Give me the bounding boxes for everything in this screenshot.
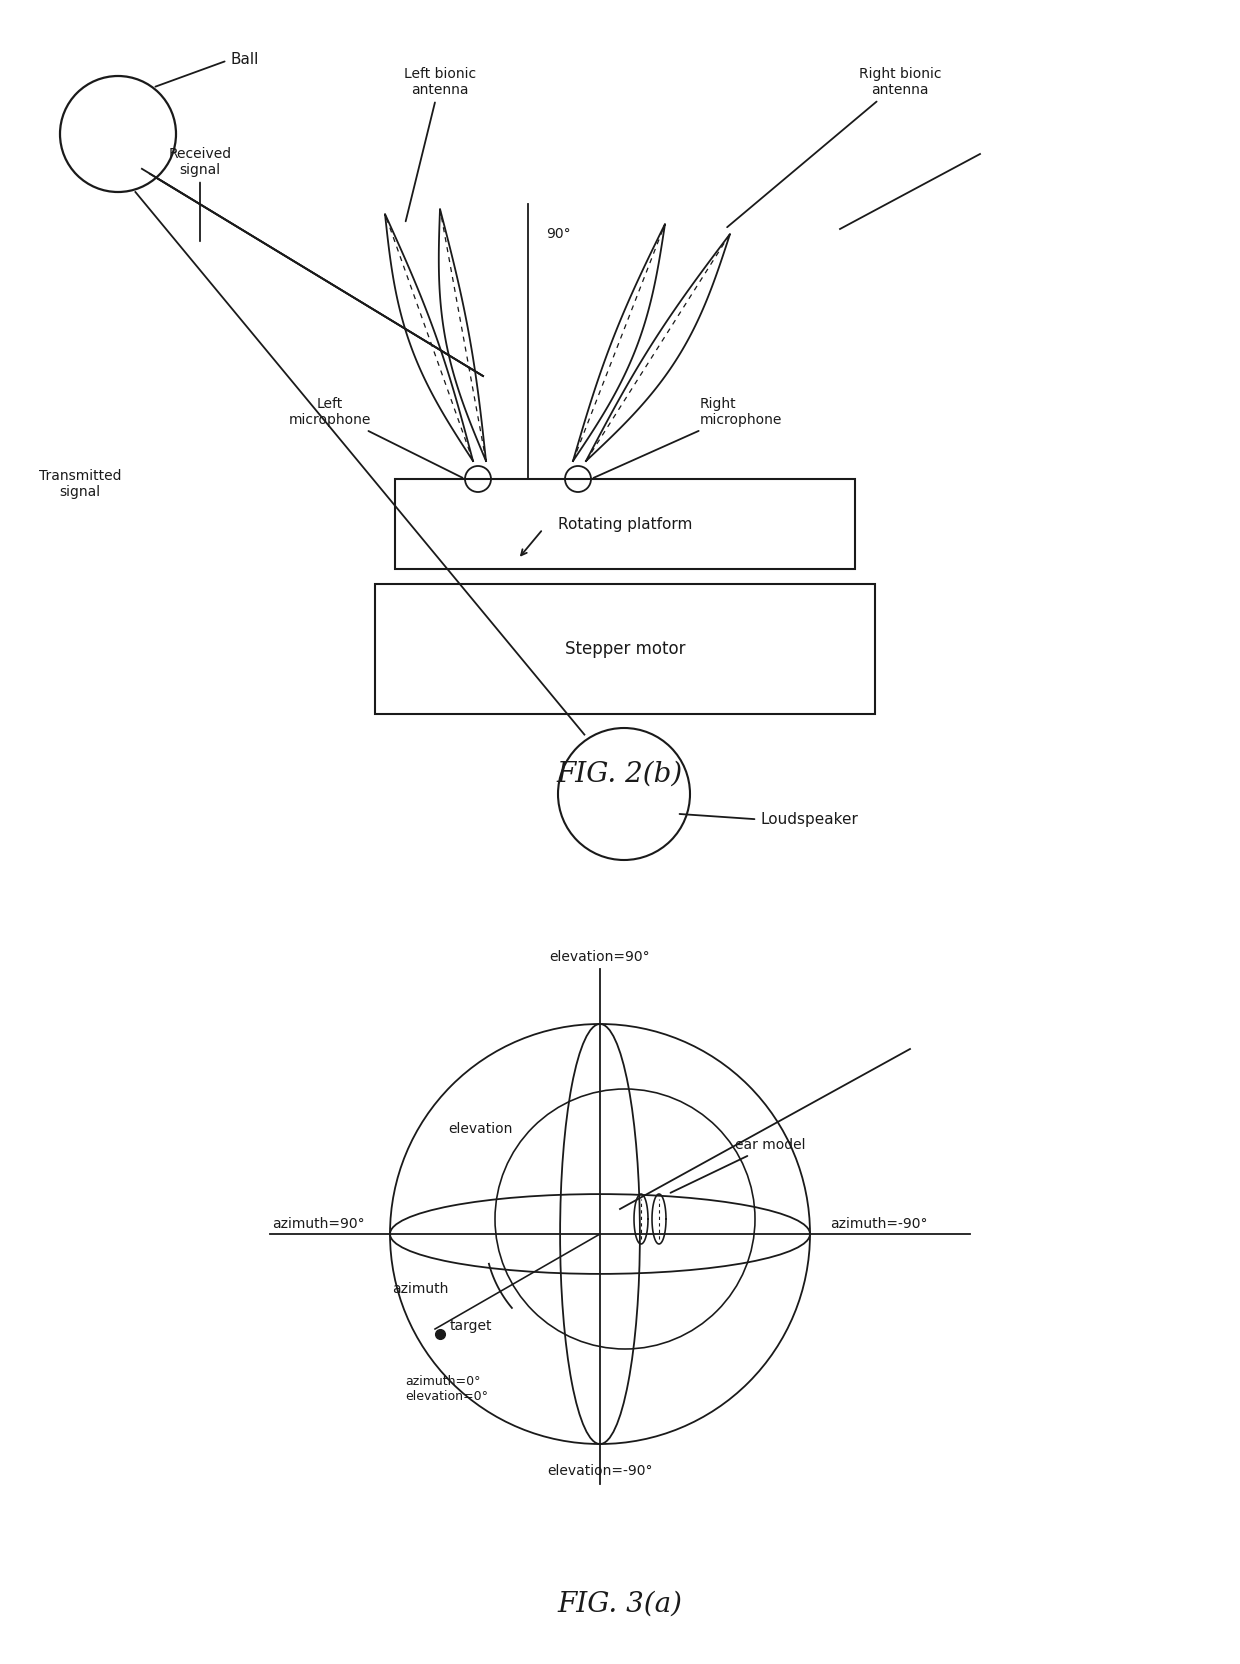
Text: 90°: 90° [546,226,570,241]
Text: elevation: elevation [448,1122,512,1137]
Text: elevation=90°: elevation=90° [549,950,650,963]
Text: ear model: ear model [671,1138,806,1193]
Text: azimuth: azimuth [392,1281,448,1296]
Bar [396,479,856,569]
Text: target: target [450,1320,492,1333]
Bar [374,584,875,714]
Text: Rotating platform: Rotating platform [558,516,692,531]
Text: azimuth=90°: azimuth=90° [272,1216,365,1231]
Text: Left bionic
antenna: Left bionic antenna [404,67,476,221]
Text: Loudspeaker: Loudspeaker [680,812,858,827]
Text: azimuth=-90°: azimuth=-90° [830,1216,928,1231]
Text: FIG. 3(a): FIG. 3(a) [558,1591,682,1617]
Text: Received
signal: Received signal [169,146,232,241]
Text: Stepper motor: Stepper motor [564,641,686,657]
Text: Ball: Ball [155,52,258,87]
Text: Right bionic
antenna: Right bionic antenna [727,67,941,228]
Text: Transmitted
signal: Transmitted signal [38,469,122,499]
Text: Left
microphone: Left microphone [289,396,463,478]
Text: Right
microphone: Right microphone [594,396,782,478]
Text: azimuth=0°
elevation=0°: azimuth=0° elevation=0° [405,1374,489,1403]
Text: FIG. 2(b): FIG. 2(b) [557,760,683,787]
Text: elevation=-90°: elevation=-90° [547,1464,652,1478]
